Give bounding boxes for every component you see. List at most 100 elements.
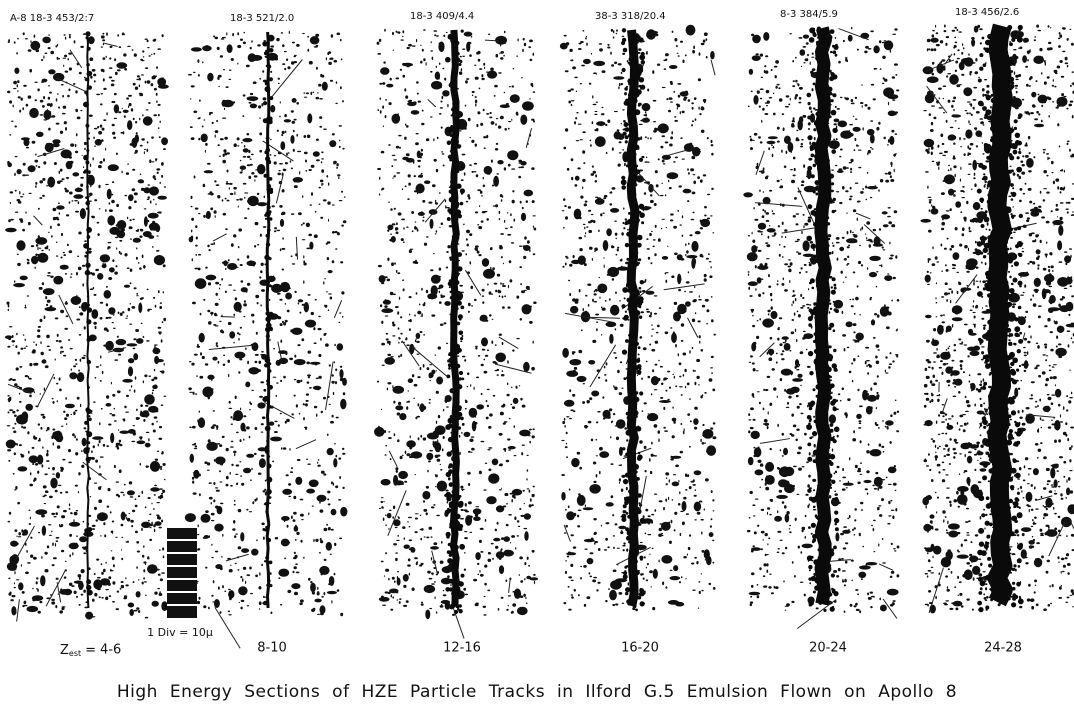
grain	[78, 574, 82, 577]
grain	[668, 522, 670, 525]
grain	[407, 198, 409, 200]
grain	[162, 490, 165, 493]
grain	[374, 427, 385, 437]
grain	[500, 549, 501, 552]
grain	[689, 350, 690, 354]
grain	[206, 442, 217, 451]
grain	[18, 532, 21, 535]
grain	[234, 453, 235, 456]
grain	[77, 397, 80, 400]
grain	[135, 505, 138, 508]
grain	[41, 556, 42, 559]
grain	[255, 354, 259, 356]
track-grain	[622, 28, 626, 32]
track-grain	[449, 352, 453, 356]
grain	[523, 594, 526, 597]
grain	[61, 257, 63, 259]
grain	[500, 51, 504, 54]
grain	[563, 227, 564, 229]
track-grain	[641, 221, 644, 224]
grain	[142, 114, 143, 116]
grain	[29, 395, 32, 398]
grain	[609, 590, 617, 601]
track-grain	[639, 158, 643, 162]
grain	[446, 32, 448, 33]
grain	[659, 528, 662, 532]
grain	[74, 512, 78, 516]
grain	[609, 334, 613, 344]
grain	[122, 32, 124, 34]
grain	[485, 519, 487, 522]
grain	[151, 161, 154, 162]
grain	[39, 248, 42, 249]
grain	[141, 528, 143, 531]
grain	[283, 169, 287, 171]
grain	[146, 465, 149, 467]
grain	[128, 194, 134, 201]
delta-ray	[215, 607, 240, 648]
grain	[682, 522, 685, 526]
grain	[100, 93, 103, 94]
grain	[511, 242, 514, 244]
grain	[300, 380, 302, 382]
grain	[103, 569, 106, 573]
grain	[291, 583, 300, 589]
grain	[688, 243, 690, 245]
grain	[680, 41, 683, 43]
grain	[472, 95, 473, 97]
grain	[195, 208, 199, 210]
grain	[127, 267, 130, 269]
grain	[524, 236, 527, 239]
grain	[151, 83, 154, 86]
grain	[691, 563, 694, 565]
grain	[530, 106, 532, 108]
grain	[13, 283, 25, 287]
grain	[274, 161, 277, 164]
grain	[461, 432, 462, 434]
grain	[491, 543, 494, 545]
grain	[621, 489, 623, 492]
grain	[218, 144, 220, 146]
grain	[380, 98, 382, 100]
grain	[592, 579, 596, 582]
grain	[260, 354, 264, 356]
grain	[399, 147, 401, 149]
grain	[458, 243, 459, 244]
grain	[691, 241, 698, 252]
grain	[13, 105, 14, 108]
grain	[228, 79, 231, 80]
grain	[619, 592, 623, 595]
grain	[118, 354, 121, 356]
grain	[337, 33, 341, 36]
grain	[326, 542, 332, 551]
grain	[477, 111, 480, 114]
track-grain	[452, 308, 454, 310]
track-grain	[638, 259, 641, 262]
grain	[396, 540, 400, 541]
grain	[399, 413, 406, 420]
grain	[80, 177, 84, 179]
track-grain	[625, 221, 629, 225]
grain	[462, 154, 466, 156]
grain	[151, 136, 154, 138]
grain	[475, 96, 477, 98]
grain	[610, 305, 619, 316]
grain	[75, 523, 79, 524]
grain	[571, 59, 573, 60]
grain	[15, 486, 17, 489]
grain	[294, 566, 297, 569]
grain	[337, 589, 340, 592]
grain	[101, 408, 103, 410]
grain	[341, 191, 343, 193]
grain	[42, 178, 45, 181]
grain	[699, 52, 701, 56]
grain	[36, 581, 38, 584]
grain	[135, 87, 138, 90]
grain	[621, 72, 623, 74]
grain	[511, 535, 515, 538]
grain	[116, 443, 120, 446]
grain	[521, 77, 522, 79]
grain	[678, 289, 681, 292]
grain	[27, 262, 30, 265]
grain	[154, 416, 158, 418]
